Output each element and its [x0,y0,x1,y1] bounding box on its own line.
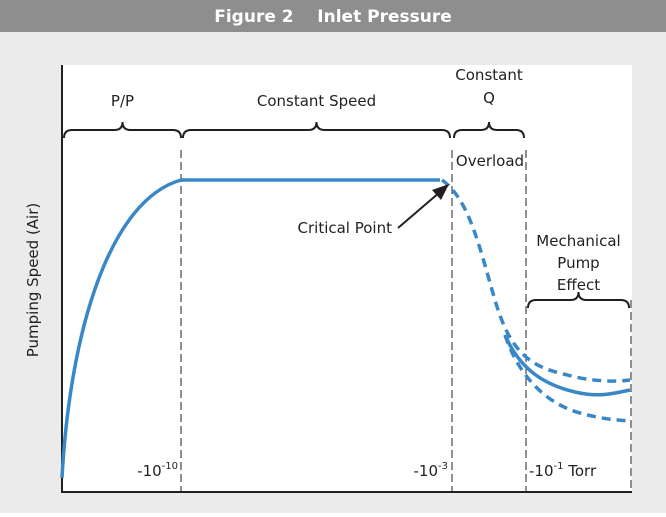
pressure-label: -10-10 [137,461,178,480]
region-label: Effect [557,276,600,294]
pressure-label: -10-1 Torr [529,461,597,480]
lower-dashed-curve [503,334,631,423]
region-label: Mechanical [536,232,620,250]
pressure-exponent: -3 [438,461,448,472]
critical-point-label: Critical Point [298,219,393,237]
brace [63,121,182,139]
region-label: Constant Speed [257,92,376,110]
upper-dashed-curve [440,178,631,383]
header-title: Figure 2 Inlet Pressure [214,7,452,27]
dividers [180,150,632,492]
speed-curve [60,178,440,479]
brace [527,291,630,309]
pressure-exponent: -1 [554,461,564,472]
plot-area [62,65,632,492]
pressure-exponent: -10 [162,461,178,472]
pressure-base: -10 [137,462,162,480]
arrow-shaft [397,191,441,229]
y-axis-label: Pumping Speed (Air) [24,203,42,357]
pressure-base: -10 [414,462,439,480]
region-label: Constant [455,66,523,84]
region-label: P/P [111,92,134,110]
region-label: Pump [557,254,599,272]
brace [182,121,451,139]
overload-label: Overload [456,152,524,170]
pressure-unit: Torr [563,462,596,480]
pressure-label: -10-3 [414,461,448,480]
header-bar [0,0,666,32]
brace [453,121,525,139]
pressure-base: -10 [529,462,554,480]
region-label: Q [483,89,495,107]
arrow-head [432,184,449,200]
curves [60,178,631,479]
solid-curve [503,334,631,397]
